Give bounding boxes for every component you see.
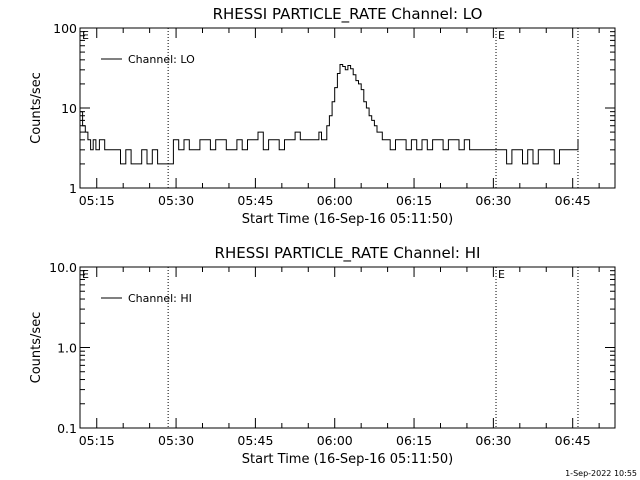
event-marker-label: E: [82, 268, 89, 281]
chart-panel-hi: RHESSI PARTICLE_RATE Channel: HI Start T…: [29, 244, 616, 467]
chart-title: RHESSI PARTICLE_RATE Channel: HI: [215, 244, 481, 263]
event-marker-label: E: [498, 29, 505, 42]
x-tick-label: 06:45: [555, 193, 591, 208]
x-tick-label: 06:30: [475, 433, 511, 448]
x-tick-label: 05:30: [158, 433, 194, 448]
legend-label: Channel: HI: [128, 292, 192, 305]
x-tick-label: 06:00: [317, 433, 353, 448]
y-tick-label: 1.0: [57, 341, 77, 356]
x-tick-label: 06:45: [555, 433, 591, 448]
x-tick-label: 05:45: [237, 433, 273, 448]
y-axis-label: Counts/sec: [29, 312, 44, 384]
x-tick-label: 05:45: [237, 193, 273, 208]
x-tick-label: 05:15: [79, 193, 115, 208]
y-tick-label: 100: [53, 21, 77, 36]
x-axis-label: Start Time (16-Sep-16 05:11:50): [242, 212, 453, 227]
x-tick-label: 05:30: [158, 193, 194, 208]
event-marker-label: E: [498, 268, 505, 281]
y-axis-label: Counts/sec: [29, 72, 44, 144]
y-tick-label: 1: [69, 181, 77, 196]
legend-label: Channel: LO: [128, 53, 195, 66]
series-line: [80, 64, 579, 165]
y-tick-label: 0.1: [57, 421, 77, 436]
x-axis-label: Start Time (16-Sep-16 05:11:50): [242, 452, 453, 467]
x-tick-label: 05:15: [79, 433, 115, 448]
x-tick-label: 06:15: [396, 433, 432, 448]
x-tick-label: 06:30: [475, 193, 511, 208]
footer-timestamp: 1-Sep-2022 10:55: [565, 469, 637, 478]
chart-title: RHESSI PARTICLE_RATE Channel: LO: [213, 5, 483, 24]
chart-panel-lo: RHESSI PARTICLE_RATE Channel: LO Start T…: [29, 5, 616, 227]
x-tick-label: 06:15: [396, 193, 432, 208]
event-marker-label: E: [82, 29, 89, 42]
y-tick-label: 10: [61, 101, 77, 116]
x-tick-label: 06:00: [317, 193, 353, 208]
y-tick-label: 10.0: [49, 260, 77, 275]
